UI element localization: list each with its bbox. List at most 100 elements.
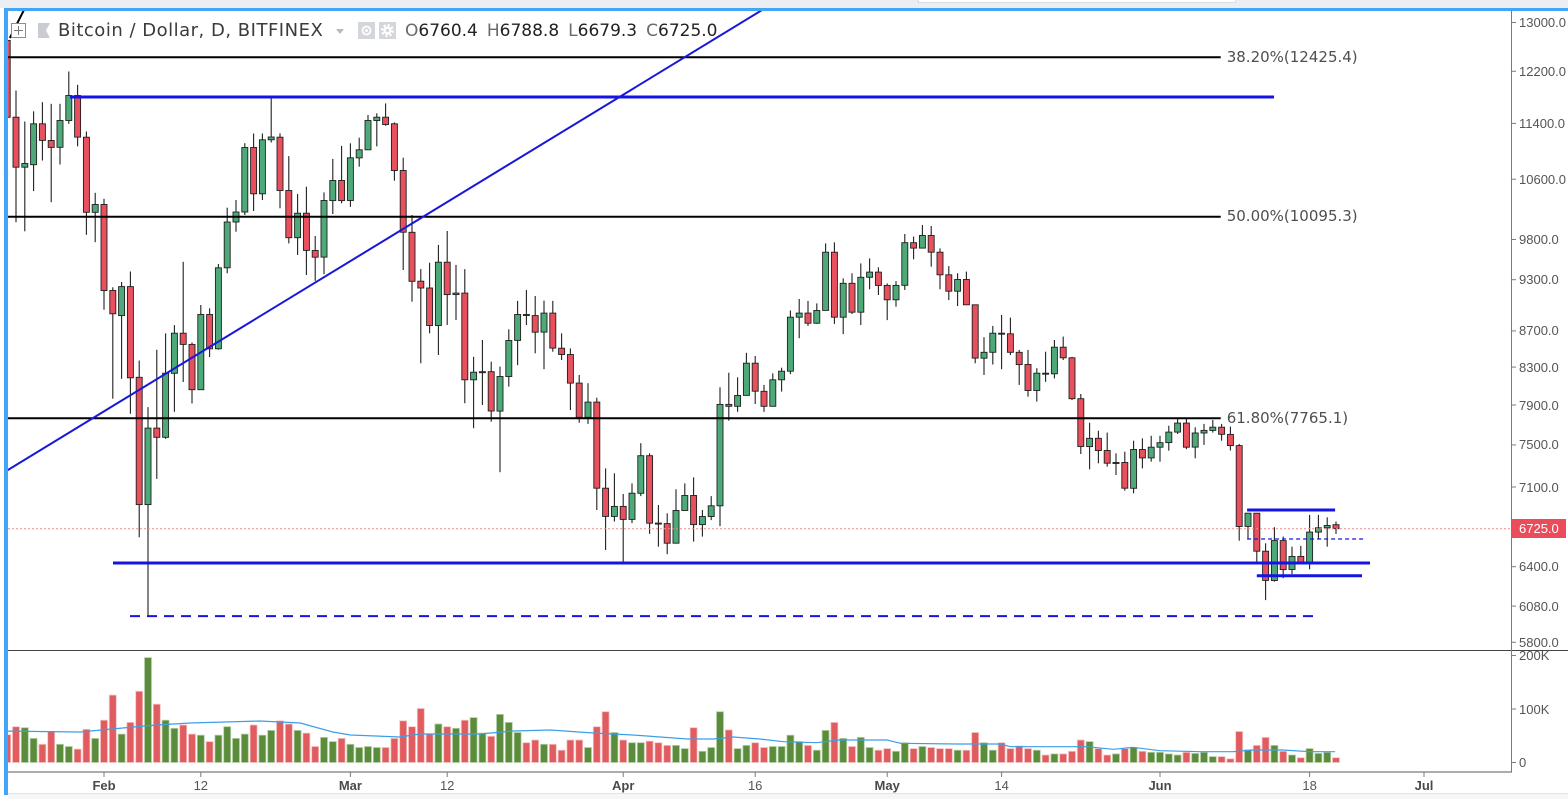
volume-bar (988, 749, 997, 763)
candle-body (716, 403, 724, 507)
candle (241, 143, 249, 215)
candle-body (65, 95, 73, 121)
candle (1059, 336, 1067, 360)
candle-body (989, 332, 997, 353)
volume-bar (839, 738, 848, 763)
volume-bar (487, 735, 496, 763)
volume-bar (460, 719, 469, 763)
ohlc-low: L6679.3 (568, 20, 637, 42)
volume-bar (408, 726, 416, 763)
candle (813, 303, 821, 324)
volume-bar (1015, 745, 1024, 763)
candle (1094, 430, 1102, 464)
candle-body (258, 139, 266, 195)
ascending-trend-line[interactable] (7, 0, 808, 472)
candle-body (1165, 431, 1173, 444)
candle-body (452, 292, 460, 296)
price-axis-label: 7500.0 (1519, 437, 1559, 453)
volume-bar (1068, 750, 1076, 763)
chart-plot-area[interactable] (8, 11, 1511, 772)
candle-body (294, 212, 302, 239)
candle (1024, 349, 1032, 397)
candle (197, 305, 205, 391)
candle-body (1200, 429, 1208, 434)
candle-body (1059, 346, 1067, 359)
candle (1174, 417, 1182, 434)
volume-bar (575, 739, 584, 763)
gear-icon[interactable] (379, 22, 396, 39)
candle-body (936, 251, 944, 276)
candle (1103, 432, 1111, 467)
volume-bar (1296, 757, 1305, 763)
volume-bar (628, 742, 636, 763)
add-compare-icon[interactable] (11, 23, 26, 38)
volume-bar (672, 745, 680, 763)
candle (285, 156, 293, 244)
candle-body (1182, 422, 1190, 448)
volume-bar (1244, 749, 1252, 763)
candle (663, 513, 671, 555)
candle (355, 137, 363, 167)
candle (338, 145, 346, 204)
candle-body (751, 362, 759, 392)
candle (848, 273, 856, 314)
flag-icon[interactable] (38, 23, 50, 38)
candle-body (1226, 433, 1234, 447)
volume-bar (1103, 754, 1112, 763)
candle (1262, 543, 1270, 601)
candle (1006, 317, 1014, 355)
volume-bar (284, 723, 293, 763)
volume-bar (1059, 753, 1068, 763)
candle (364, 115, 372, 151)
candle-body (698, 516, 706, 526)
candle (1235, 443, 1243, 541)
candle (109, 287, 117, 399)
gear-icon-glyph (381, 24, 394, 37)
eye-icon[interactable] (358, 22, 375, 39)
candle-body (672, 510, 680, 544)
candle-body (496, 376, 504, 412)
candle-body (1279, 540, 1287, 571)
ohlc-open: O6760.4 (405, 20, 478, 42)
time-axis-label: 16 (747, 778, 763, 793)
volume-bar (64, 746, 73, 763)
candle-body (822, 251, 830, 311)
volume-axis-label: 200K (1519, 648, 1550, 663)
volume-ma-line (8, 720, 1336, 753)
ohlc-close-value: 6725.0 (658, 21, 718, 41)
symbol-title[interactable]: Bitcoin / Dollar, D, BITFINEX (58, 20, 324, 41)
volume-bar (311, 746, 320, 763)
candle-body (399, 170, 407, 233)
candle (399, 157, 407, 270)
time-axis-label: 12 (439, 778, 455, 793)
top-floating-toolbar[interactable] (918, 0, 1236, 3)
volume-bar (848, 746, 856, 763)
volume-bar (1208, 756, 1217, 763)
candle (12, 90, 20, 223)
volume-bar (1182, 751, 1191, 763)
volume-bar (249, 724, 258, 763)
candle (126, 271, 134, 414)
candle-body (1270, 540, 1278, 581)
candle-body (487, 371, 495, 412)
candle (954, 273, 962, 306)
candle-body (38, 123, 46, 141)
candle-body (126, 286, 134, 379)
candle-body (707, 505, 715, 517)
candle-body (153, 427, 161, 438)
candle (1182, 418, 1190, 450)
candle-body (206, 314, 214, 350)
volume-bar (760, 747, 768, 763)
candle (408, 215, 416, 302)
candle-body (848, 282, 856, 313)
volume-bar (936, 748, 944, 763)
candle (329, 158, 337, 214)
dropdown-icon[interactable] (336, 29, 344, 34)
volume-bar (179, 724, 188, 763)
volume-bar (20, 727, 29, 763)
candle (936, 248, 944, 290)
volume-bar (276, 720, 284, 763)
candle (294, 194, 302, 255)
candle (725, 372, 733, 421)
